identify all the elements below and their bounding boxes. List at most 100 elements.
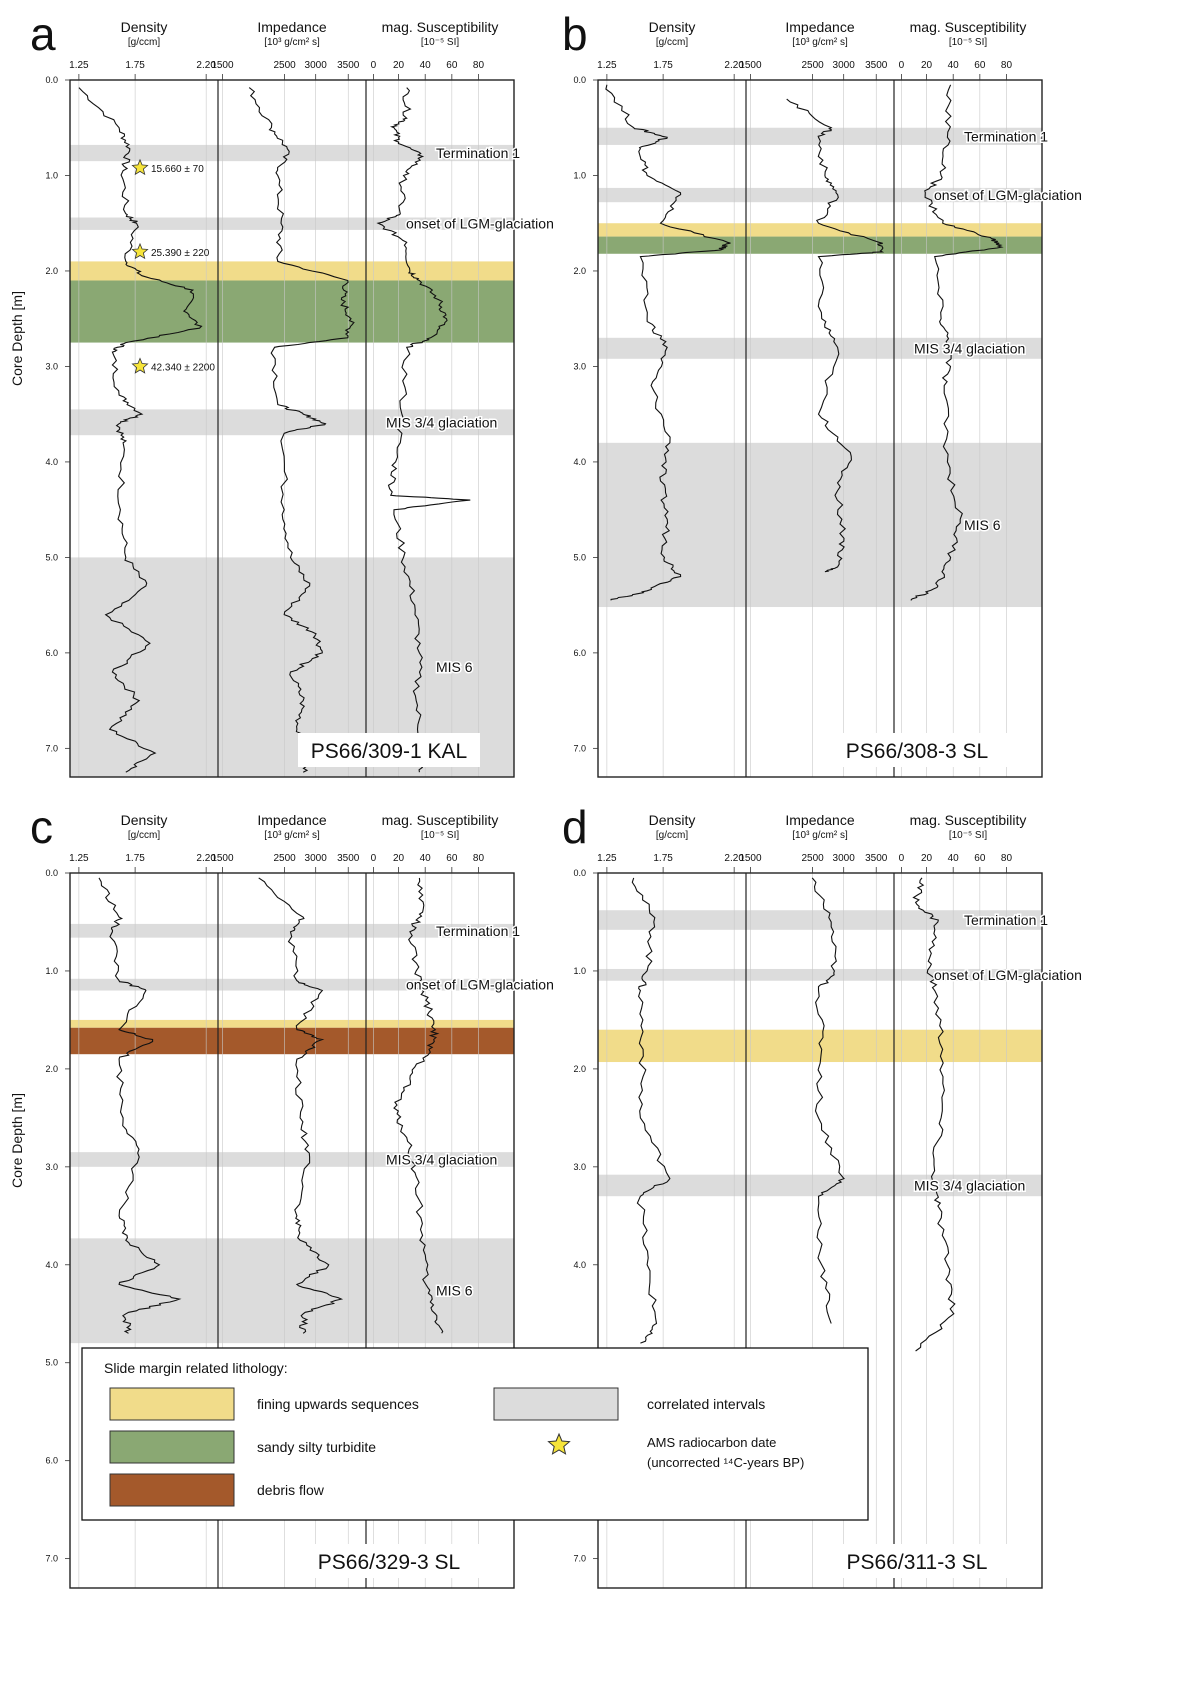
x-tick-label-impedance: 3500 bbox=[337, 60, 360, 71]
x-tick-label-density: 1.25 bbox=[597, 60, 617, 71]
y-tick-label: 4.0 bbox=[45, 457, 58, 467]
legend-label: sandy silty turbidite bbox=[257, 1439, 376, 1455]
x-tick-label-density: 1.75 bbox=[125, 853, 145, 864]
legend-swatch-fining bbox=[109, 1387, 235, 1421]
column-header-susceptibility: mag. Susceptibility bbox=[382, 19, 499, 35]
y-tick-label: 2.0 bbox=[45, 1064, 58, 1074]
x-tick-label-impedance: 2500 bbox=[273, 60, 296, 71]
y-tick-label: 4.0 bbox=[573, 457, 586, 467]
date-label: 15.660 ± 70 bbox=[151, 164, 204, 175]
x-tick-label-impedance: 1500 bbox=[211, 853, 234, 864]
column-header-susceptibility: mag. Susceptibility bbox=[382, 812, 499, 828]
core-label-box bbox=[298, 733, 480, 767]
x-tick-label-density: 2.20 bbox=[724, 60, 744, 71]
y-tick-label: 6.0 bbox=[45, 648, 58, 658]
band-correlated bbox=[70, 217, 514, 230]
x-tick-label-susceptibility: 20 bbox=[393, 853, 405, 864]
band-fining bbox=[70, 261, 514, 281]
column-unit-impedance: [10³ g/cm² s] bbox=[264, 830, 320, 841]
series-line-susceptibility bbox=[393, 877, 444, 1334]
band-turbidite bbox=[598, 236, 1042, 254]
legend-label: AMS radiocarbon date bbox=[647, 1435, 776, 1450]
x-tick-label-susceptibility: 80 bbox=[1001, 60, 1013, 71]
core-label-box bbox=[826, 1544, 1008, 1578]
panel-a: a Density [g/ccm] 1.25 1.75 2.20 Impedance [10³… bbox=[9, 8, 555, 778]
y-tick-label: 2.0 bbox=[45, 266, 58, 276]
interval-label: MIS 3/4 glaciation bbox=[386, 414, 497, 430]
panel-frame bbox=[597, 872, 1043, 1589]
y-tick-label: 7.0 bbox=[573, 743, 586, 753]
interval-label: MIS 3/4 glaciation bbox=[914, 340, 1025, 356]
legend-label: (uncorrected ¹⁴C-years BP) bbox=[647, 1455, 804, 1470]
series-line-density bbox=[631, 877, 671, 1344]
column-unit-susceptibility: [10⁻⁵ SI] bbox=[421, 830, 460, 841]
y-tick-label: 1.0 bbox=[45, 966, 58, 976]
column-unit-susceptibility: [10⁻⁵ SI] bbox=[949, 830, 988, 841]
panel-frame bbox=[69, 872, 515, 1589]
x-tick-label-susceptibility: 0 bbox=[371, 60, 377, 71]
interval-label: onset of LGM-glaciation bbox=[934, 967, 1082, 983]
panel-frame bbox=[597, 79, 1043, 778]
interval-label: MIS 3/4 glaciation bbox=[386, 1151, 497, 1167]
x-tick-label-susceptibility: 40 bbox=[948, 60, 960, 71]
x-tick-label-impedance: 1500 bbox=[739, 853, 762, 864]
y-tick-label: 7.0 bbox=[45, 743, 58, 753]
column-unit-density: [g/ccm] bbox=[128, 830, 160, 841]
x-tick-label-susceptibility: 20 bbox=[921, 853, 933, 864]
x-tick-label-susceptibility: 0 bbox=[899, 853, 905, 864]
y-tick-label: 3.0 bbox=[573, 361, 586, 371]
column-unit-impedance: [10³ g/cm² s] bbox=[792, 37, 848, 48]
column-header-density: Density bbox=[649, 19, 696, 35]
interval-label: MIS 6 bbox=[964, 517, 1001, 533]
x-tick-label-impedance: 2500 bbox=[801, 60, 824, 71]
series-line-density bbox=[605, 84, 731, 601]
series-line-density bbox=[98, 877, 182, 1334]
x-tick-label-susceptibility: 40 bbox=[420, 60, 432, 71]
x-tick-label-susceptibility: 60 bbox=[446, 853, 458, 864]
legend-swatch-debris bbox=[109, 1473, 235, 1507]
x-tick-label-impedance: 3000 bbox=[833, 853, 856, 864]
panel-letter: d bbox=[562, 801, 588, 853]
column-unit-impedance: [10³ g/cm² s] bbox=[792, 830, 848, 841]
column-unit-impedance: [10³ g/cm² s] bbox=[264, 37, 320, 48]
x-tick-label-impedance: 3500 bbox=[865, 853, 888, 864]
band-correlated bbox=[598, 337, 1042, 359]
core-label-box bbox=[298, 1544, 480, 1578]
band-correlated bbox=[70, 144, 514, 162]
column-unit-density: [g/ccm] bbox=[128, 37, 160, 48]
interval-label: onset of LGM-glaciation bbox=[406, 216, 554, 232]
y-tick-label: 1.0 bbox=[45, 170, 58, 180]
legend-title: Slide margin related lithology: bbox=[104, 1360, 288, 1376]
y-tick-label: 0.0 bbox=[45, 75, 58, 85]
interval-label: onset of LGM-glaciation bbox=[934, 187, 1082, 203]
series-line-impedance bbox=[786, 98, 885, 573]
x-tick-label-susceptibility: 20 bbox=[393, 60, 405, 71]
y-axis-label: Core Depth [m] bbox=[9, 291, 25, 386]
y-tick-label: 0.0 bbox=[573, 75, 586, 85]
interval-label: onset of LGM-glaciation bbox=[406, 977, 554, 993]
band-correlated bbox=[70, 1152, 514, 1167]
interval-label: Termination 1 bbox=[436, 923, 520, 939]
legend-label: debris flow bbox=[257, 1482, 325, 1498]
core-label: PS66/311-3 SL bbox=[847, 1551, 988, 1574]
panel-letter: c bbox=[30, 801, 53, 853]
column-header-density: Density bbox=[649, 812, 696, 828]
x-tick-label-density: 1.25 bbox=[597, 853, 617, 864]
panel-b: b Density [g/ccm] 1.25 1.75 2.20 Impedance [10³… bbox=[562, 8, 1083, 778]
series-line-impedance bbox=[811, 877, 845, 1324]
legend-label: fining upwards sequences bbox=[257, 1396, 419, 1412]
x-tick-label-density: 2.20 bbox=[724, 853, 744, 864]
x-tick-label-susceptibility: 0 bbox=[899, 60, 905, 71]
legend-label: correlated intervals bbox=[647, 1396, 765, 1412]
y-tick-label: 0.0 bbox=[573, 868, 586, 878]
x-tick-label-density: 2.20 bbox=[196, 60, 216, 71]
x-tick-label-impedance: 3000 bbox=[833, 60, 856, 71]
x-tick-label-impedance: 1500 bbox=[211, 60, 234, 71]
star-icon bbox=[131, 158, 149, 176]
x-tick-label-impedance: 3000 bbox=[305, 60, 328, 71]
core-label: PS66/308-3 SL bbox=[846, 740, 988, 763]
y-tick-label: 5.0 bbox=[45, 552, 58, 562]
y-tick-label: 4.0 bbox=[45, 1260, 58, 1270]
panel-letter: a bbox=[30, 8, 56, 60]
date-label: 25.390 ± 220 bbox=[151, 248, 210, 259]
